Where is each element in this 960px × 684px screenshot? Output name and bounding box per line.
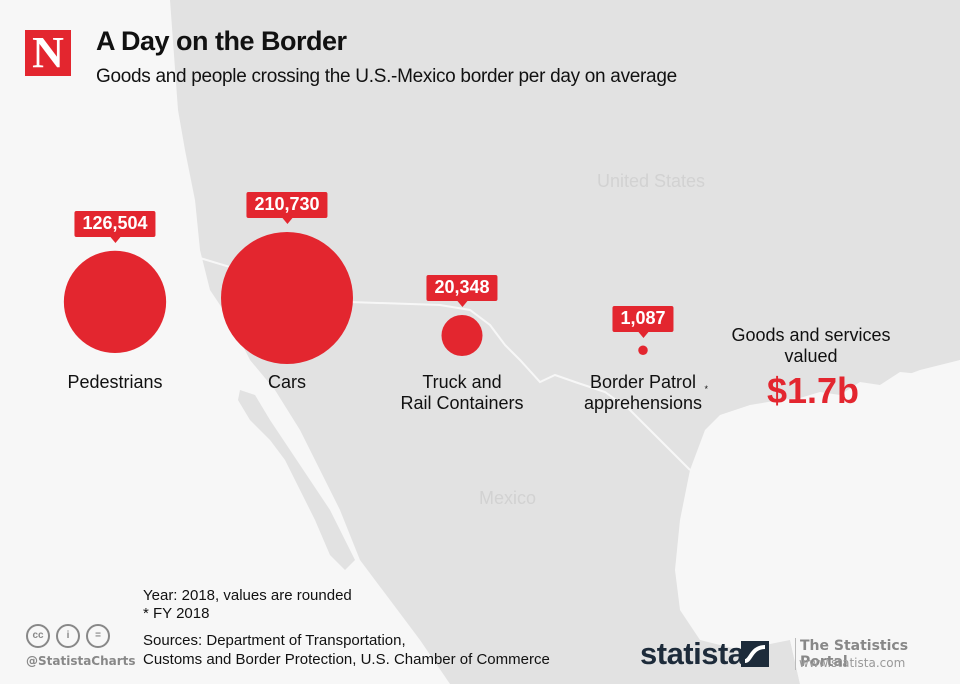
land-baja	[238, 390, 355, 570]
category-label-line: Cars	[267, 372, 307, 392]
license-icons: cc i =	[26, 624, 110, 648]
note-fy: * FY 2018	[143, 605, 210, 622]
chart-title: A Day on the Border	[96, 26, 347, 56]
label-united-states: United States	[597, 171, 706, 191]
bubble-0	[63, 250, 167, 353]
category-label-line: Pedestrians	[67, 372, 163, 392]
category-label-line: Rail Containers	[400, 393, 524, 413]
category-label: Truck and Rail Containers	[400, 372, 523, 414]
statista-logo-icon	[741, 641, 769, 667]
land-us-mexico	[170, 0, 960, 684]
cc-icon: cc	[26, 624, 50, 648]
category-label-line: Truck and	[422, 372, 502, 392]
value-badge: 210,730	[246, 192, 328, 224]
twitter-handle: @StatistaCharts	[26, 654, 136, 668]
label-mexico: Mexico	[479, 488, 537, 508]
value-badge: 126,504	[74, 210, 156, 243]
no-derivatives-icon: =	[86, 624, 110, 648]
source-line-2: Customs and Border Protection, U.S. Cham…	[143, 651, 550, 668]
bubble-2	[441, 314, 483, 357]
category-label: Border Patrol apprehensions *	[583, 372, 708, 414]
newsweek-logo: N	[25, 30, 71, 76]
source-line-1: Sources: Department of Transportation,	[143, 632, 406, 649]
category-label: Cars	[268, 372, 306, 393]
bubble-3	[638, 345, 648, 356]
goods-label-line-1: Goods and services	[731, 325, 891, 345]
portal-title: The Statistics Portal	[795, 638, 960, 670]
value-badge: 20,348	[426, 274, 498, 307]
category-label-line: apprehensions	[583, 393, 703, 413]
portal-url[interactable]: www.statista.com	[799, 656, 906, 670]
attribution-icon: i	[56, 624, 80, 648]
note-year: Year: 2018, values are rounded	[143, 587, 352, 604]
category-label: Pedestrians	[67, 372, 162, 393]
gulf-coast	[735, 360, 960, 684]
chart-subtitle: Goods and people crossing the U.S.-Mexic…	[96, 66, 677, 87]
footnote-marker: *	[704, 384, 709, 394]
value-badge: 1,087	[612, 305, 674, 338]
goods-label-line-2: valued	[784, 346, 838, 366]
goods-annotation-value: $1.7b	[766, 370, 860, 411]
category-label-line: Border Patrol	[589, 372, 697, 392]
goods-annotation-label: Goods and services valued	[731, 325, 890, 367]
bubble-1	[221, 232, 353, 364]
statista-wordmark: statista	[640, 636, 745, 671]
